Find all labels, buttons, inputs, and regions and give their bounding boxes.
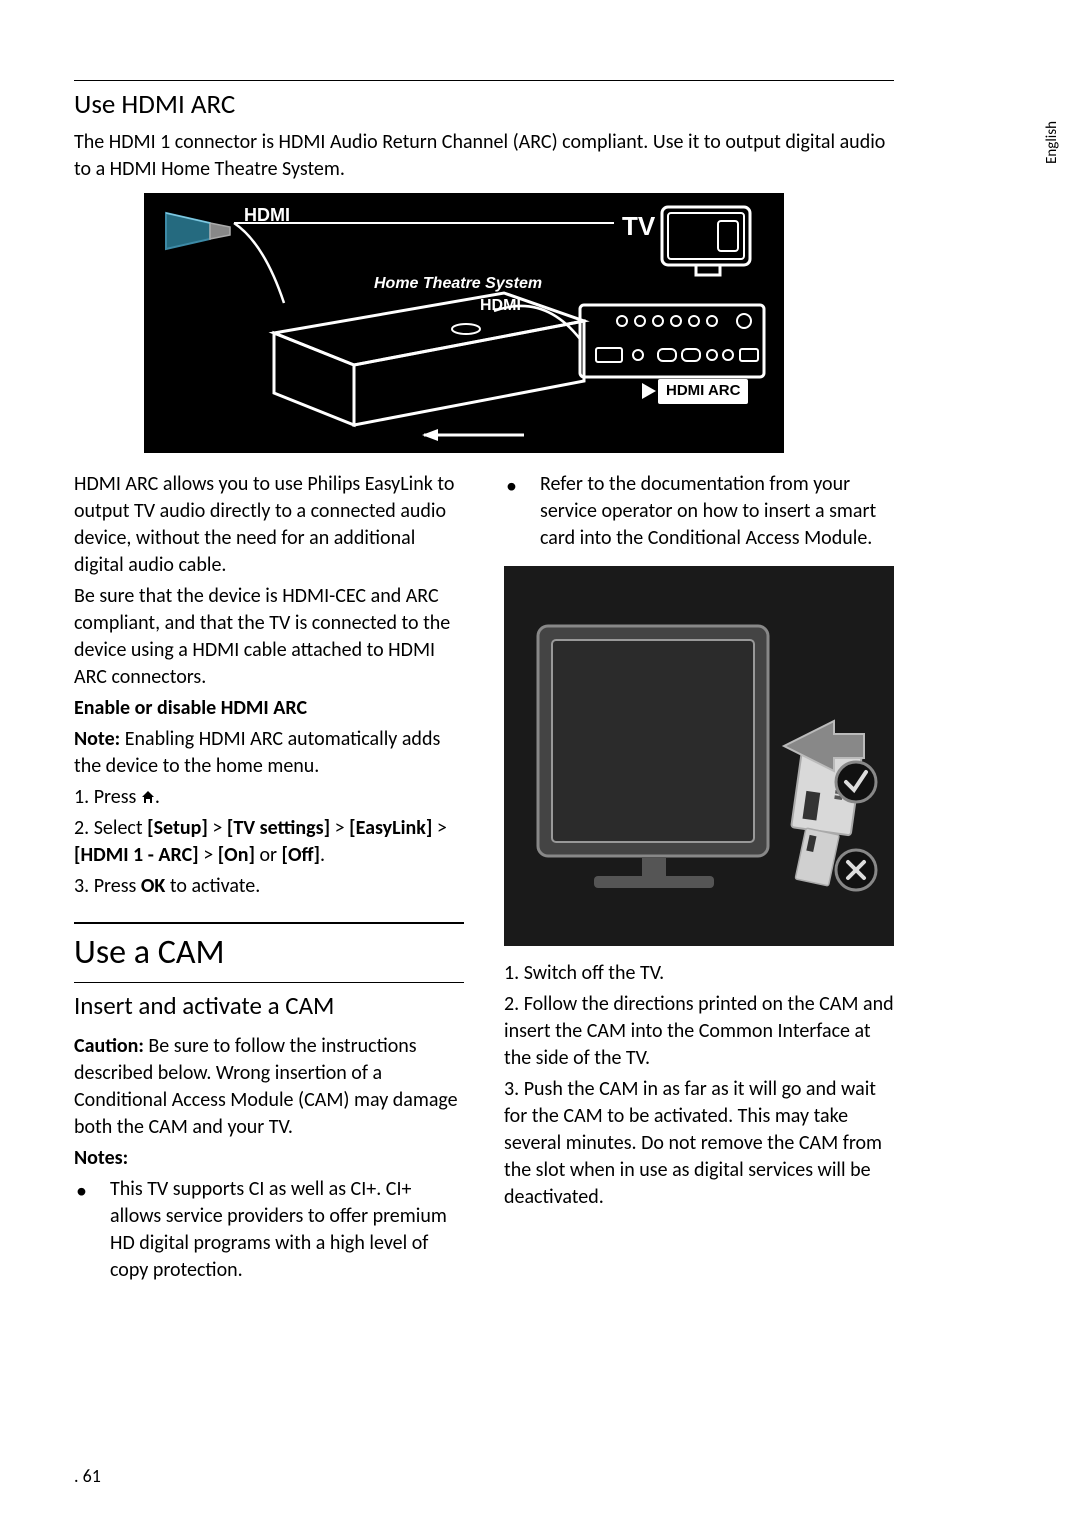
section-heading-cam: Use a CAM	[74, 930, 464, 976]
section-heading-hdmi-arc: Use HDMI ARC	[74, 87, 1006, 123]
cam-insert-figure: ▮▮	[504, 566, 894, 946]
left-column: HDMI ARC allows you to use Philips EasyL…	[74, 471, 464, 1290]
subsection-divider	[74, 982, 464, 983]
diagram-lines	[144, 193, 784, 453]
cam-step-1: 1. Switch off the TV.	[504, 960, 894, 987]
enable-disable-heading: Enable or disable HDMI ARC	[74, 695, 464, 722]
step-3: 3. Press OK to activate.	[74, 873, 464, 900]
list-item: Refer to the documentation from your ser…	[504, 471, 894, 552]
cam-step-2: 2. Follow the directions printed on the …	[504, 991, 894, 1072]
cam-figure-svg: ▮▮	[504, 566, 894, 946]
cam-step-3: 3. Push the CAM in as far as it will go …	[504, 1076, 894, 1211]
notes-list-continued: Refer to the documentation from your ser…	[504, 471, 894, 552]
arc-description-2: Be sure that the device is HDMI-CEC and …	[74, 583, 464, 691]
caution-paragraph: Caution: Be sure to follow the instructi…	[74, 1033, 464, 1141]
hdmi-arc-diagram: HDMI TV Home Theatre System HDMI HDMI AR…	[144, 193, 784, 453]
notes-label: Notes:	[74, 1145, 464, 1172]
right-column: Refer to the documentation from your ser…	[504, 471, 894, 1290]
arc-description-1: HDMI ARC allows you to use Philips EasyL…	[74, 471, 464, 579]
language-tab: English	[1040, 115, 1064, 170]
caution-label: Caution:	[74, 1034, 144, 1058]
page-content: Use HDMI ARC The HDMI 1 connector is HDM…	[0, 0, 1080, 1330]
note-text: Enabling HDMI ARC automatically adds the…	[74, 727, 440, 778]
subsection-heading-insert-cam: Insert and activate a CAM	[74, 989, 464, 1023]
step-2: 2. Select [Setup] > [TV settings] > [Eas…	[74, 815, 464, 869]
notes-list: This TV supports CI as well as CI+. CI+ …	[74, 1176, 464, 1284]
step-1: 1. Press .	[74, 784, 464, 811]
section-divider	[74, 80, 894, 81]
list-item: This TV supports CI as well as CI+. CI+ …	[74, 1176, 464, 1284]
section-divider-cam	[74, 922, 464, 924]
home-icon	[141, 790, 155, 804]
enable-note: Note: Enabling HDMI ARC automatically ad…	[74, 726, 464, 780]
note-label: Note:	[74, 727, 120, 751]
page-number: . 61	[74, 1464, 101, 1488]
intro-paragraph: The HDMI 1 connector is HDMI Audio Retur…	[74, 129, 894, 183]
